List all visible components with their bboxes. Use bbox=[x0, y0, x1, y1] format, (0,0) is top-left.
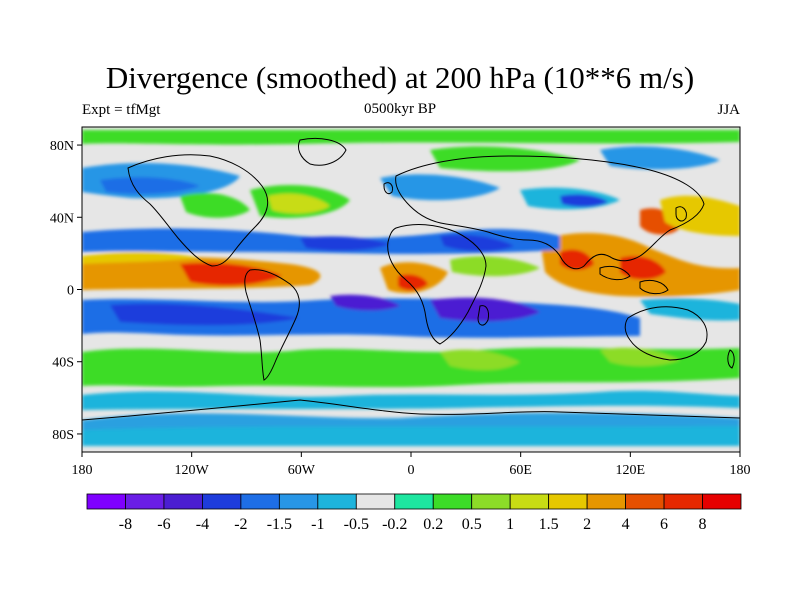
colorbar-swatch bbox=[663, 493, 703, 510]
field-region bbox=[440, 349, 520, 371]
time-label: 0500kyr BP bbox=[363, 101, 437, 117]
x-tick-label: 60W bbox=[288, 463, 316, 478]
y-tick-label: 80S bbox=[52, 428, 74, 443]
coastline-uk bbox=[383, 182, 393, 195]
colorbar-label: 2 bbox=[583, 516, 591, 533]
x-tick-label: 60E bbox=[509, 463, 532, 478]
field-region bbox=[110, 303, 300, 326]
map-axes: 180 120W 60W 0 60E 120E 180 80N 40N 0 40S 80S bbox=[50, 139, 751, 478]
colorbar-label: -0.2 bbox=[382, 516, 407, 533]
field-region bbox=[640, 298, 740, 321]
experiment-label: Expt = tfMgt bbox=[82, 102, 161, 118]
colorbar-swatch bbox=[355, 493, 396, 510]
colorbar-label: 8 bbox=[699, 516, 707, 533]
colorbar-swatch bbox=[163, 493, 203, 510]
colorbar-swatch bbox=[278, 493, 319, 510]
colorbar-swatch bbox=[125, 493, 165, 510]
colorbar-label: 6 bbox=[660, 516, 668, 533]
y-tick-label: 40S bbox=[52, 356, 74, 371]
colorbar-label: -4 bbox=[196, 516, 209, 533]
colorbar-swatch bbox=[625, 493, 665, 510]
y-tick-label: 40N bbox=[50, 211, 74, 226]
field-region bbox=[330, 294, 400, 311]
colorbar-label: 0.5 bbox=[462, 516, 482, 533]
field-region bbox=[398, 274, 428, 291]
colorbar-label: -0.5 bbox=[344, 516, 369, 533]
coastline-south-america bbox=[244, 269, 300, 381]
coastline-new-zealand bbox=[727, 349, 735, 369]
colorbar: -8 -6 -4 -2 -1.5 -1 -0.5 -0.2 0.2 0.5 1 1.5 2 4 6 8 bbox=[86, 493, 742, 533]
colorbar-swatch bbox=[317, 493, 357, 510]
chart-title: Divergence (smoothed) at 200 hPa (10**6 … bbox=[105, 60, 695, 95]
colorbar-swatch bbox=[548, 493, 588, 510]
coastline-islands-se-asia bbox=[599, 265, 669, 295]
coastline-africa bbox=[387, 224, 487, 345]
colorbar-label: -8 bbox=[119, 516, 132, 533]
field-region bbox=[450, 256, 540, 277]
x-tick-label: 120W bbox=[175, 463, 210, 478]
field-region bbox=[430, 146, 580, 172]
coastlines bbox=[82, 137, 740, 421]
colorbar-label: -6 bbox=[157, 516, 170, 533]
colorbar-swatch bbox=[432, 493, 473, 510]
field-region bbox=[82, 347, 740, 388]
season-label: JJA bbox=[717, 102, 740, 118]
colorbar-label: 0.2 bbox=[423, 516, 443, 533]
colorbar-swatch bbox=[586, 493, 626, 510]
field-region bbox=[620, 255, 666, 280]
field-region bbox=[300, 236, 390, 251]
field-region bbox=[82, 426, 740, 446]
coastline-eurasia bbox=[395, 155, 705, 270]
colorbar-swatch bbox=[240, 493, 280, 510]
field-region bbox=[430, 297, 540, 322]
field-region bbox=[82, 252, 200, 264]
field-region bbox=[440, 234, 514, 252]
x-tick-label: 0 bbox=[408, 463, 415, 478]
coastline-australia bbox=[624, 306, 708, 361]
colorbar-swatch bbox=[702, 493, 742, 510]
field-region bbox=[180, 192, 250, 218]
x-tick-label: 180 bbox=[730, 463, 751, 478]
field-region bbox=[268, 193, 330, 214]
coastline-north-america bbox=[127, 154, 269, 267]
y-tick-label: 80N bbox=[50, 139, 74, 154]
colorbar-label: -1 bbox=[311, 516, 324, 533]
colorbar-label: -2 bbox=[234, 516, 247, 533]
colorbar-swatch bbox=[471, 493, 511, 510]
field-region bbox=[600, 146, 720, 170]
colorbar-label: -1.5 bbox=[267, 516, 292, 533]
y-tick-label: 0 bbox=[67, 284, 74, 299]
map-panel: 180 120W 60W 0 60E 120E 180 80N 40N 0 40S 80S bbox=[50, 126, 751, 478]
field-region bbox=[380, 174, 500, 201]
colorbar-label: 1.5 bbox=[539, 516, 559, 533]
colorbar-swatch bbox=[509, 493, 550, 510]
coastline-japan bbox=[675, 206, 687, 222]
coastline-greenland bbox=[297, 137, 347, 166]
field-region bbox=[560, 194, 608, 207]
colorbar-swatch bbox=[202, 493, 242, 510]
colorbar-label: 4 bbox=[622, 516, 630, 533]
colorbar-swatch bbox=[394, 493, 434, 510]
field-region bbox=[100, 177, 200, 194]
x-tick-label: 120E bbox=[616, 463, 646, 478]
x-tick-label: 180 bbox=[72, 463, 93, 478]
field-region bbox=[600, 347, 680, 367]
field-region bbox=[82, 130, 740, 145]
field-region bbox=[180, 262, 282, 286]
colorbar-swatch bbox=[86, 493, 126, 510]
coastline-madagascar bbox=[477, 305, 489, 326]
colorbar-label: 1 bbox=[506, 516, 514, 533]
coastline-antarctica bbox=[82, 399, 740, 421]
